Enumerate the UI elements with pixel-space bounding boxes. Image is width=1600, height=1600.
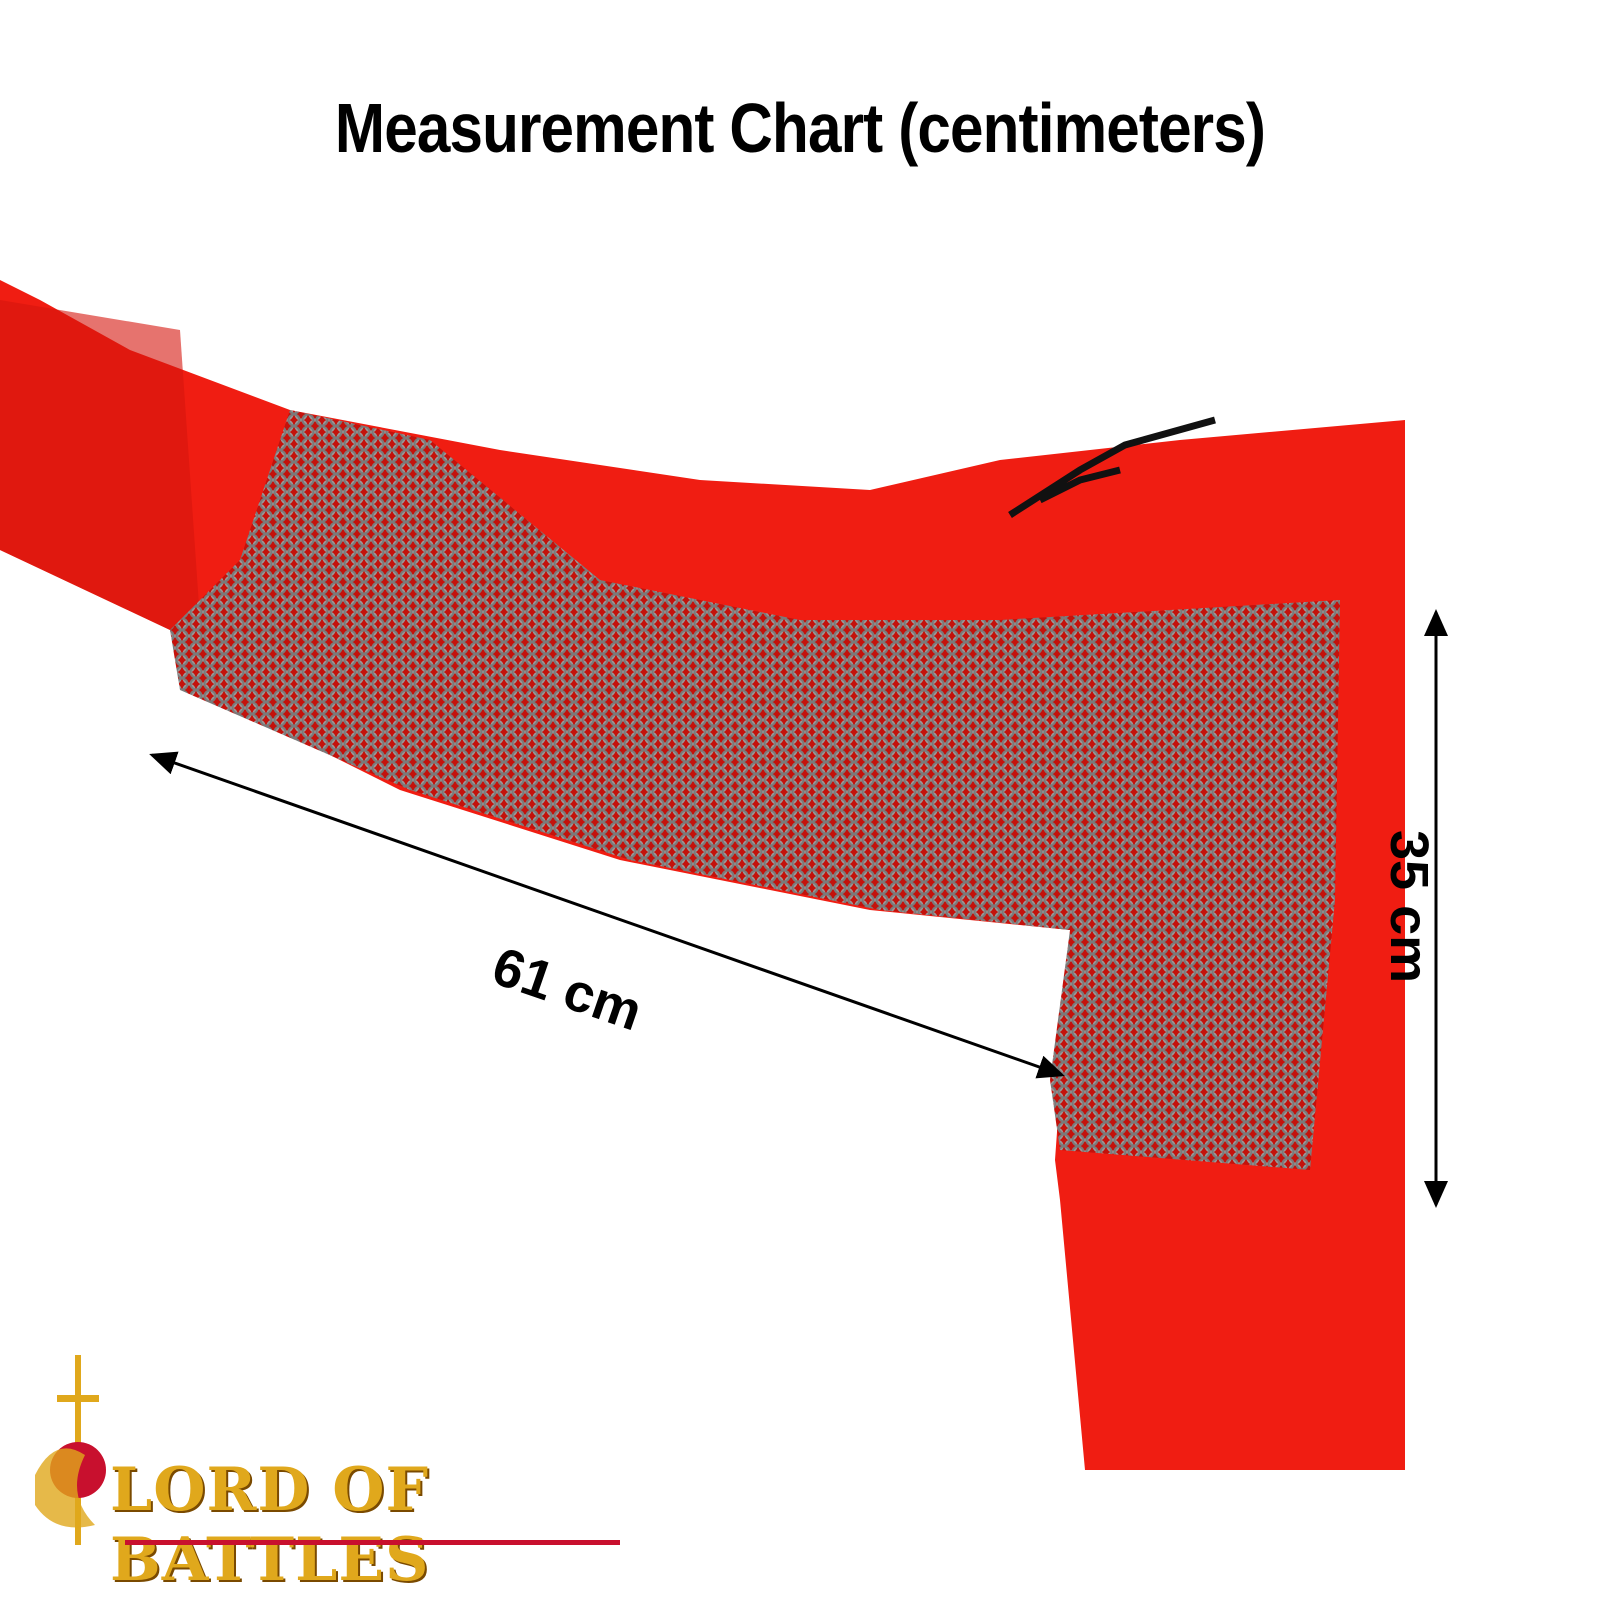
sword-emblem-icon xyxy=(35,1355,106,1545)
brand-logo: LORD OF BATTLES xyxy=(25,1355,625,1595)
height-label: 35 cm xyxy=(1379,830,1439,984)
logo-text: LORD OF BATTLES xyxy=(110,1455,430,1595)
lace-tie xyxy=(1008,416,1216,518)
length-arrow xyxy=(149,751,1065,1079)
page-title: Measurement Chart (centimeters) xyxy=(334,89,1266,167)
logo-underline xyxy=(125,1540,620,1545)
